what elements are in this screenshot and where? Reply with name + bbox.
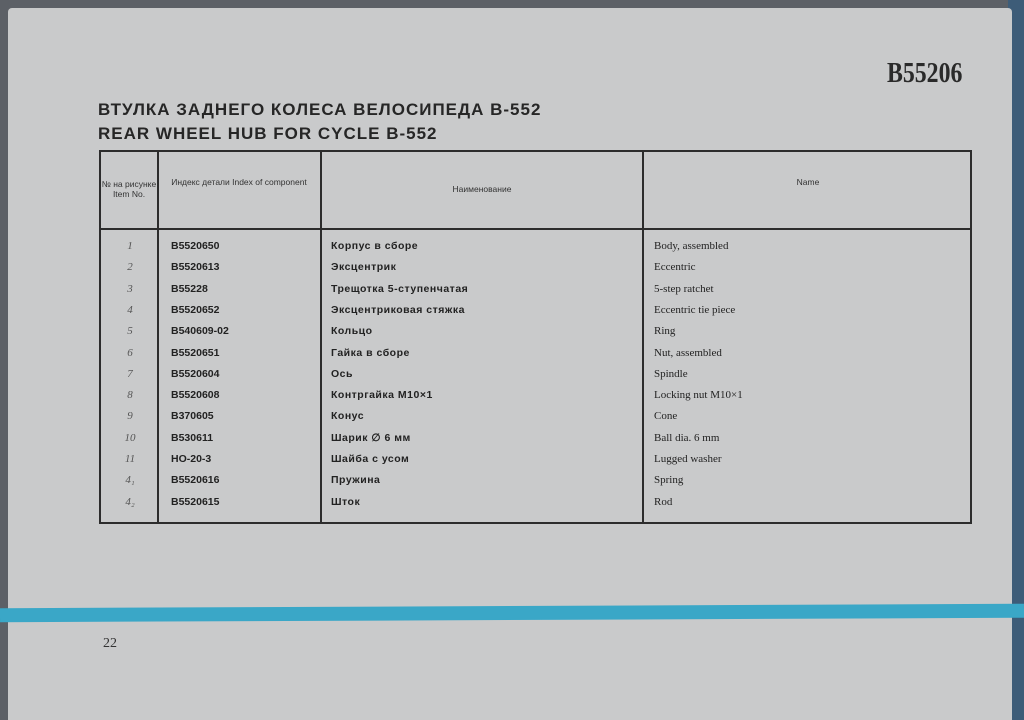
cell-item-no: 7 — [127, 367, 133, 380]
table-row: 4₂ B5520615 Шток Rod — [101, 496, 970, 517]
table-row: 10 B530611 Шарик ∅ 6 мм Ball dia. 6 mm — [101, 432, 970, 453]
table-row: 11 HO-20-3 Шайба с усом Lugged washer — [101, 453, 970, 474]
cell-name-ru: Пружина — [331, 474, 381, 487]
cell-item-no: 5 — [127, 325, 133, 338]
cell-name-en: Eccentric tie piece — [654, 303, 736, 316]
table-row: 7 B5520604 Ось Spindle — [101, 368, 970, 389]
header-divider — [101, 228, 970, 230]
parts-table: № на рисунке Item No. Индекс детали Inde… — [99, 150, 972, 524]
cell-item-no: 9 — [127, 410, 133, 423]
table-row: 4 B5520652 Эксцентриковая стяжка Eccentric … — [101, 304, 970, 325]
cell-name-en: Spindle — [654, 367, 688, 380]
cell-item-no: 11 — [124, 453, 136, 465]
cell-name-en: Spring — [654, 474, 684, 487]
cell-index: B530611 — [171, 431, 214, 444]
cell-index: B370605 — [171, 410, 214, 423]
cell-item-no: 8 — [127, 389, 133, 402]
cell-name-en: Ball dia. 6 mm — [654, 431, 720, 444]
cell-name-en: Lugged washer — [654, 453, 722, 465]
cell-index: B5520650 — [171, 240, 220, 252]
cell-name-ru: Конус — [331, 410, 365, 423]
cell-item-no: 4₁ — [125, 474, 135, 487]
cell-name-ru: Шарик ∅ 6 мм — [331, 431, 411, 444]
cell-index: B5520604 — [171, 367, 220, 380]
cell-index: B5520615 — [171, 495, 220, 508]
cell-index: B5520652 — [171, 303, 220, 316]
cell-item-no: 3 — [127, 282, 133, 295]
cell-name-en: Locking nut M10×1 — [654, 389, 743, 402]
column-divider — [320, 152, 322, 522]
cell-index: B5520613 — [171, 261, 220, 274]
cell-name-en: Eccentric — [654, 261, 696, 274]
column-divider — [642, 152, 644, 522]
page-number: 22 — [103, 636, 117, 651]
book-edge — [1008, 0, 1024, 720]
table-row: 3 B55228 Трещотка 5-ступенчатая 5-step ratc… — [101, 283, 970, 304]
column-divider — [157, 152, 159, 522]
cell-name-en: Cone — [654, 410, 678, 423]
cell-name-en: Nut, assembled — [654, 346, 722, 359]
cell-index: B55228 — [171, 282, 208, 295]
header-name-ru: Наименование — [452, 184, 512, 195]
table-row: 1 B5520650 Корпус в сборе Body, assembled — [101, 240, 970, 261]
page — [8, 8, 1012, 720]
title-russian: ВТУЛКА ЗАДНЕГО КОЛЕСА ВЕЛОСИПЕДА В-552 — [98, 100, 542, 119]
cell-name-ru: Шток — [331, 495, 361, 508]
cell-item-no: 4₂ — [125, 495, 135, 508]
cell-item-no: 10 — [124, 431, 136, 444]
cell-name-ru: Трещотка 5-ступенчатая — [331, 282, 469, 295]
table-row: 4₁ B5520616 Пружина Spring — [101, 474, 970, 495]
cell-name-en: Rod — [654, 495, 673, 508]
cell-name-ru: Кольцо — [331, 325, 373, 338]
cell-index: B5520651 — [171, 346, 220, 359]
cell-item-no: 6 — [127, 346, 133, 359]
header-name-en: Name — [796, 177, 820, 188]
cell-name-en: 5-step ratchet — [654, 282, 714, 295]
header-index: Индекс детали Index of component — [171, 177, 307, 188]
cell-name-en: Body, assembled — [654, 240, 729, 252]
table-row: 5 B540609-02 Кольцо Ring — [101, 325, 970, 346]
cell-item-no: 4 — [127, 303, 133, 316]
table-row: 6 B5520651 Гайка в сборе Nut, assembled — [101, 347, 970, 368]
cell-name-ru: Ось — [331, 367, 353, 380]
cell-name-ru: Гайка в сборе — [331, 346, 410, 359]
header-item-no: № на рисунке Item No. — [101, 179, 157, 199]
cell-name-ru: Шайба с усом — [331, 453, 410, 465]
cell-index: B5520608 — [171, 389, 220, 402]
cell-item-no: 2 — [127, 261, 133, 274]
cell-name-en: Ring — [654, 325, 676, 338]
cell-item-no: 1 — [127, 240, 133, 252]
cell-index: B5520616 — [171, 474, 220, 487]
cell-index: B540609-02 — [171, 325, 229, 338]
cell-name-ru: Корпус в сборе — [331, 240, 419, 252]
catalog-code: B55206 — [887, 58, 963, 89]
table-row: 8 B5520608 Контргайка M10×1 Locking nut M10… — [101, 389, 970, 410]
cell-name-ru: Эксцентриковая стяжка — [331, 303, 465, 316]
table-row: 2 B5520613 Эксцентрик Eccentric — [101, 261, 970, 282]
cell-index: HO-20-3 — [171, 453, 212, 465]
cell-name-ru: Контргайка M10×1 — [331, 389, 433, 402]
title-english: REAR WHEEL HUB FOR CYCLE B-552 — [98, 124, 438, 143]
table-row: 9 B370605 Конус Cone — [101, 410, 970, 431]
cell-name-ru: Эксцентрик — [331, 261, 397, 274]
